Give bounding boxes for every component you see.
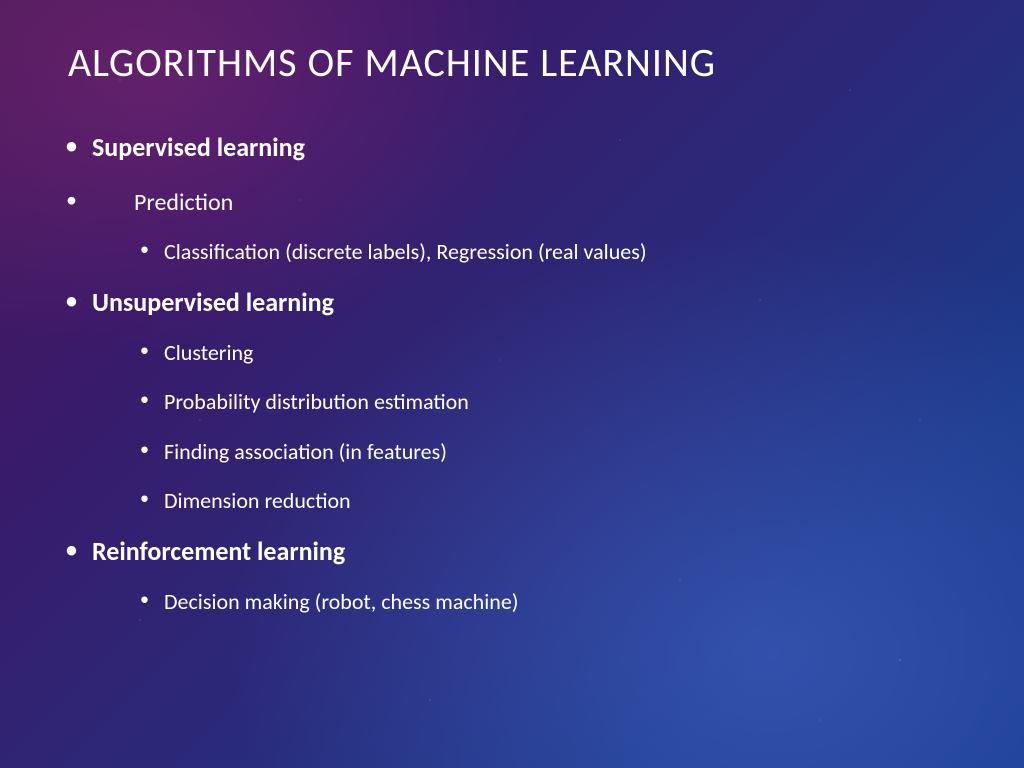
sub-list: Classification (discrete labels), Regres… bbox=[136, 239, 966, 264]
bullet-label: Supervised learning bbox=[92, 131, 305, 163]
sub-bullet: Finding association (in features) bbox=[136, 439, 966, 464]
sub-bullet: Classification (discrete labels), Regres… bbox=[136, 239, 966, 264]
slide-title: ALGORITHMS OF MACHINE LEARNING bbox=[68, 38, 966, 87]
bullet-label: Reinforcement learning bbox=[92, 535, 345, 567]
bullet-unsupervised: Unsupervised learning Clustering Probabi… bbox=[58, 288, 966, 513]
bullet-label: Unsupervised learning bbox=[92, 286, 334, 318]
sub-bullet: Dimension reduction bbox=[136, 488, 966, 513]
sub-bullet: Decision making (robot, chess machine) bbox=[136, 589, 966, 614]
sub-bullet: Clustering bbox=[136, 340, 966, 365]
bullet-label: Prediction bbox=[134, 188, 233, 217]
sub-bullet: Probability distribution estimation bbox=[136, 389, 966, 414]
bullet-list: Supervised learning Prediction Classific… bbox=[58, 133, 966, 614]
sub-list: Clustering Probability distribution esti… bbox=[136, 340, 966, 513]
bullet-supervised: Supervised learning bbox=[58, 133, 966, 163]
slide: ALGORITHMS OF MACHINE LEARNING Supervise… bbox=[0, 0, 1024, 768]
bullet-prediction: Prediction Classification (discrete labe… bbox=[58, 187, 966, 264]
bullet-reinforcement: Reinforcement learning Decision making (… bbox=[58, 537, 966, 614]
sub-list: Decision making (robot, chess machine) bbox=[136, 589, 966, 614]
